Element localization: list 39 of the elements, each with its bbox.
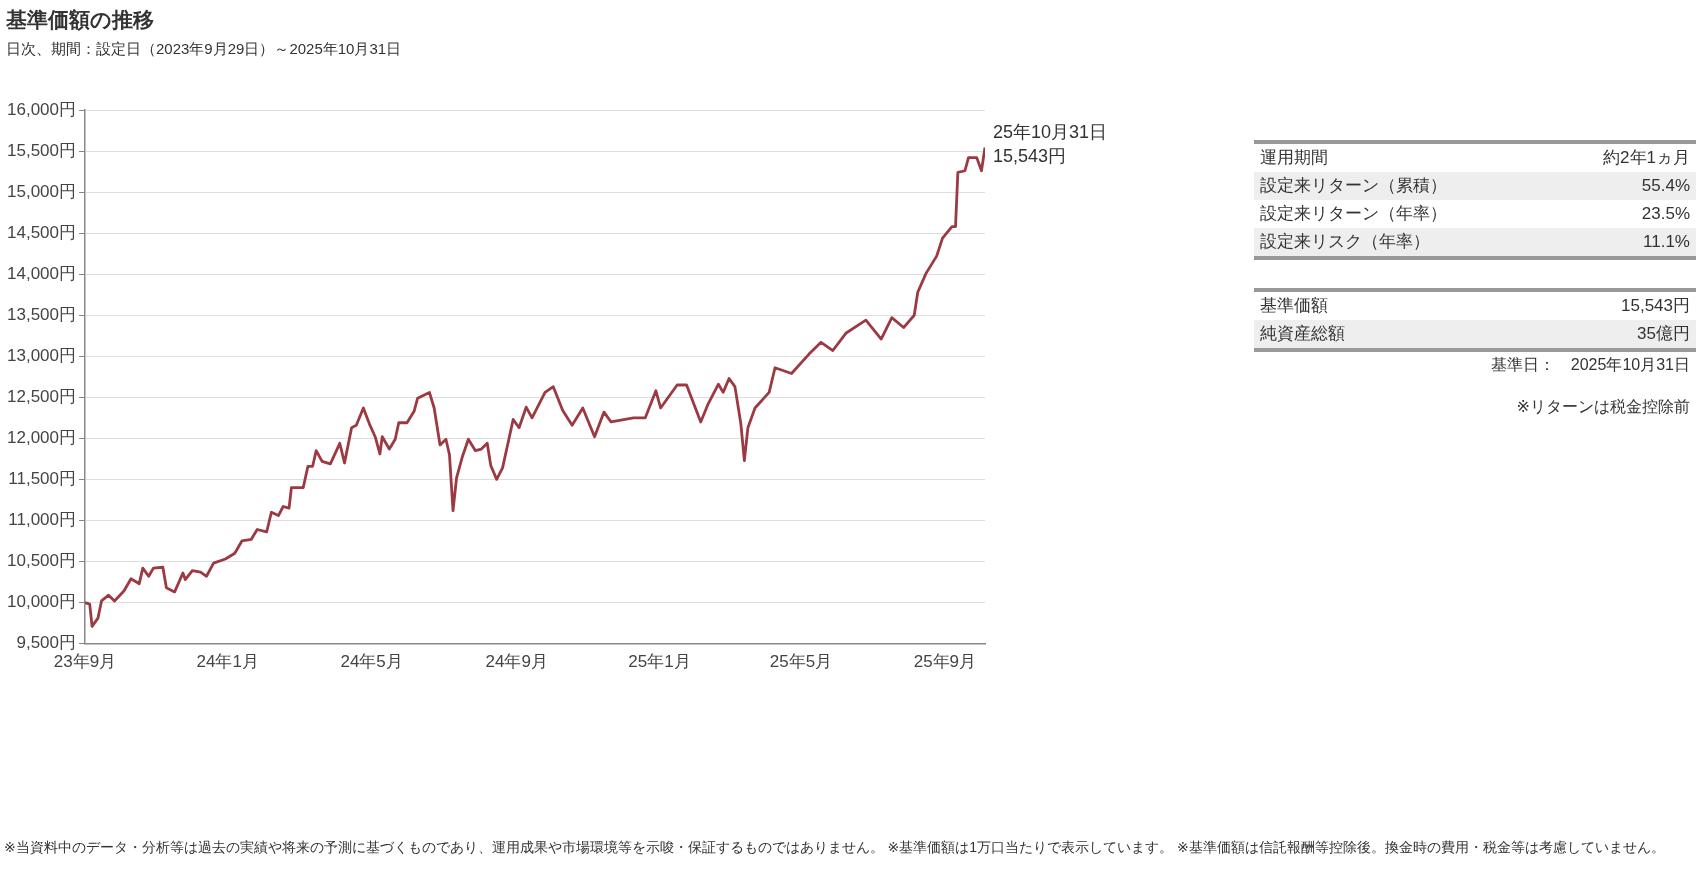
text: 55.4% bbox=[1641, 176, 1690, 195]
y-tick-label: 15,000円 bbox=[7, 181, 76, 201]
y-tick-label: 9,500円 bbox=[16, 633, 76, 653]
category-label: 設定来リターン（累積） bbox=[1260, 175, 1447, 197]
y-tick-label: 10,000円 bbox=[7, 592, 76, 612]
x-tick-label: 24年1月 bbox=[196, 652, 259, 672]
y-tick-label: 11,000円 bbox=[8, 510, 76, 530]
y-tick-label: 16,000円 bbox=[7, 99, 76, 119]
text: 約2年1ヵ月 bbox=[1603, 148, 1690, 167]
category-label: 基準価額 bbox=[1260, 295, 1328, 317]
category-label: 純資産総額 bbox=[1260, 323, 1345, 345]
annotation: 25年10月31日 15,543円 bbox=[993, 122, 1108, 167]
category-label: 設定来リスク（年率） bbox=[1260, 231, 1430, 253]
category-label: 運用期間 bbox=[1260, 147, 1328, 169]
text: 23.5% bbox=[1641, 204, 1690, 223]
x-tick-label: 25年1月 bbox=[628, 652, 691, 672]
x-tick-label: 25年9月 bbox=[913, 652, 977, 672]
y-tick-label: 14,000円 bbox=[7, 263, 76, 283]
chart-subtitle: 日次、期間：設定日（2023年9月29日）～2025年10月31日 bbox=[6, 40, 402, 59]
y-tick-label: 14,500円 bbox=[7, 222, 76, 242]
y-tick-label: 12,500円 bbox=[7, 387, 76, 407]
x-tick-label: 23年9月 bbox=[53, 652, 117, 672]
y-tick-label: 12,000円 bbox=[7, 428, 76, 448]
y-tick-label: 11,500円 bbox=[8, 469, 76, 489]
y-tick-label: 13,000円 bbox=[7, 345, 76, 365]
text: 35億円 bbox=[1637, 324, 1690, 343]
text: 基準日： 2025年10月31日 bbox=[1489, 355, 1691, 375]
x-tick-label: 24年9月 bbox=[485, 652, 548, 672]
text: 15,543円 bbox=[1621, 296, 1690, 315]
x-tick-label: 25年5月 bbox=[769, 652, 833, 672]
text: ※当資料中のデータ・分析等は過去の実績や将来の予測に基づくものであり、運用成果や市場環境等を示唆・保証するものではありません。 ※基準価額は1万口当たりで表示しています。 ※基準価額は信託報酬等控除後。換金時の費用・税金等は考慮していません。 bbox=[4, 838, 1666, 857]
y-tick-label: 10,500円 bbox=[7, 551, 76, 571]
y-tick-label: 13,500円 bbox=[7, 304, 76, 324]
chart-title: 基準価額の推移 bbox=[6, 7, 154, 33]
text: 11.1% bbox=[1643, 232, 1690, 251]
y-tick-label: 15,500円 bbox=[7, 140, 76, 160]
x-tick-label: 24年5月 bbox=[340, 652, 403, 672]
text: ※リターンは税金控除前 bbox=[1515, 397, 1691, 417]
category-label: 設定来リターン（年率） bbox=[1260, 203, 1447, 225]
